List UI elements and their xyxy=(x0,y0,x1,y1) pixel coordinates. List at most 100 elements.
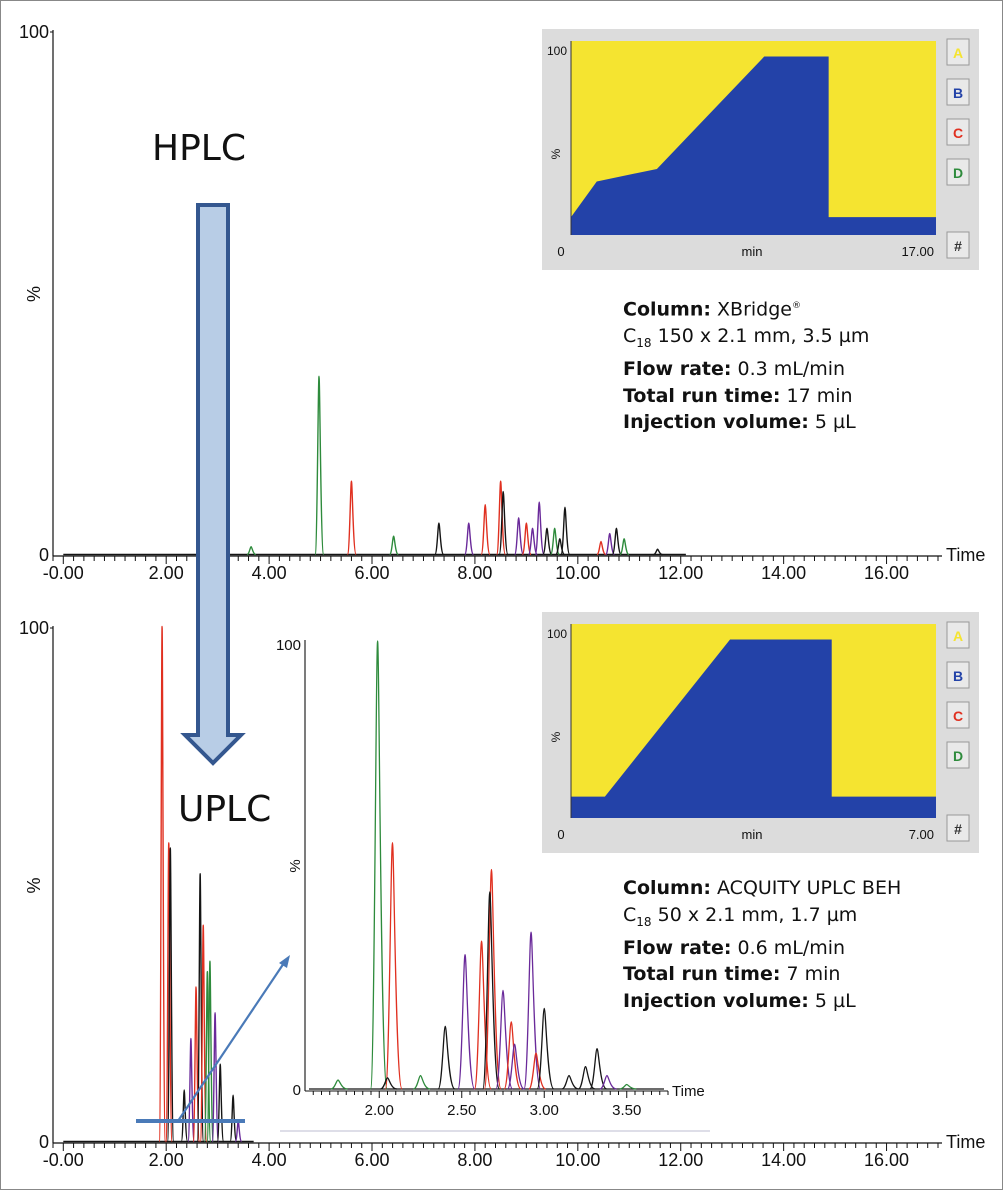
peak-red xyxy=(158,625,167,1143)
solvent-C-button-label: C xyxy=(953,708,963,724)
peak-black xyxy=(498,490,509,556)
uplc-run-time: Total run time: 7 min xyxy=(623,963,841,986)
peak-red xyxy=(346,480,357,556)
uplc-gradient-chart: 100% 0 min 7.00 A B C D # xyxy=(547,621,970,842)
x-tick-label: 3.00 xyxy=(530,1102,559,1119)
peak-purple xyxy=(599,1074,617,1090)
peak-purple xyxy=(514,517,525,556)
peak-black xyxy=(611,527,622,556)
solvent-D-button xyxy=(946,158,970,186)
solvent-#-button xyxy=(946,231,970,259)
peak-black xyxy=(180,1089,189,1143)
x-tick-label: 10.00 xyxy=(555,563,600,583)
peak-red xyxy=(483,868,502,1090)
x-tick-label: -0.00 xyxy=(43,1150,84,1170)
x-tick-label: 2.00 xyxy=(365,1102,394,1119)
peak-black xyxy=(229,1094,238,1143)
peak-green xyxy=(369,640,388,1090)
hplc-flow-rate: Flow rate: 0.3 mL/min xyxy=(623,358,846,381)
gradient-solvent-b-area xyxy=(571,639,936,818)
solvent-A-button-label: A xyxy=(953,628,963,644)
x-axis-label: Time xyxy=(672,1083,705,1100)
solvent-A-button xyxy=(946,621,970,649)
uplc-gradient-panel: 100% 0 min 7.00 A B C D # xyxy=(542,612,979,853)
peak-purple xyxy=(506,1043,525,1090)
x-tick-label: 14.00 xyxy=(761,1150,806,1170)
solvent-D-button xyxy=(946,741,970,769)
gradient-x-start-label: 0 xyxy=(557,827,564,842)
gradient-solvent-b-area xyxy=(571,56,936,235)
gradient-x-end-label: 7.00 xyxy=(909,827,934,842)
peak-purple xyxy=(527,527,538,556)
gradient-x-label: min xyxy=(742,244,763,259)
solvent-B-button xyxy=(946,661,970,689)
peak-black xyxy=(561,1074,579,1090)
y-tick-label: 100 xyxy=(19,618,49,638)
hplc-method-info: Column: XBridge® C18 150 x 2.1 mm, 3.5 µ… xyxy=(623,293,869,436)
peak-purple xyxy=(234,1120,243,1143)
peak-black xyxy=(166,847,175,1143)
hplc-chromatogram: 100 0% Time -0.00 2.00 4.00 6.00 8.00 10.00 12.00… xyxy=(19,22,985,583)
peak-black xyxy=(555,538,565,556)
peak-purple xyxy=(211,1012,220,1143)
peak-red xyxy=(384,841,403,1090)
peak-red xyxy=(528,1052,546,1090)
hplc-gradient-chart: 100% 0 min 17.00 A B C D # xyxy=(547,38,970,259)
uplc-column-line: Column: ACQUITY UPLC BEH xyxy=(623,877,902,899)
x-tick-label: 6.00 xyxy=(354,1150,389,1170)
x-tick-label: 8.00 xyxy=(457,1150,492,1170)
x-tick-label: 6.00 xyxy=(354,563,389,583)
x-tick-label: 16.00 xyxy=(864,1150,909,1170)
x-tick-label: 4.00 xyxy=(252,1150,287,1170)
uplc-label: UPLC xyxy=(178,789,272,830)
solvent-C-button-label: C xyxy=(953,125,963,141)
peak-black xyxy=(437,1025,456,1090)
peak-black xyxy=(434,522,445,556)
solvent-B-button xyxy=(946,78,970,106)
x-tick-label: 16.00 xyxy=(864,563,909,583)
x-axis-label: Time xyxy=(946,1132,985,1152)
x-tick-label: 4.00 xyxy=(252,563,287,583)
hplc-injection-volume: Injection volume: 5 µL xyxy=(623,411,856,434)
y-tick-label: 0 xyxy=(39,1132,49,1152)
uplc-column-spec: C18 50 x 2.1 mm, 1.7 µm xyxy=(623,903,858,929)
gradient-x-start-label: 0 xyxy=(557,244,564,259)
solvent-D-button-label: D xyxy=(953,748,963,764)
x-tick-label: 12.00 xyxy=(658,563,703,583)
peak-red xyxy=(503,1021,522,1090)
x-tick-label: 2.50 xyxy=(447,1102,476,1119)
x-tick-label: 3.50 xyxy=(612,1102,641,1119)
peak-purple xyxy=(187,1037,195,1143)
y-axis-label: % xyxy=(24,877,44,893)
hplc-column-line: Column: XBridge® xyxy=(623,298,801,321)
solvent-#-button-label: # xyxy=(954,238,962,254)
x-tick-label: 2.00 xyxy=(149,1150,184,1170)
peak-red xyxy=(165,842,173,1143)
hplc-column-spec: C18 150 x 2.1 mm, 3.5 µm xyxy=(623,324,870,350)
uplc-injection-volume: Injection volume: 5 µL xyxy=(623,989,856,1012)
solvent-C-button xyxy=(946,118,970,146)
solvent-C-button xyxy=(946,701,970,729)
peak-black xyxy=(380,1077,398,1090)
x-tick-label: -0.00 xyxy=(43,563,84,583)
hplc-run-time: Total run time: 17 min xyxy=(623,384,853,407)
peak-purple xyxy=(534,501,545,556)
peak-red xyxy=(495,480,507,556)
gradient-x-label: min xyxy=(742,827,763,842)
peak-purple xyxy=(605,532,616,556)
uplc-method-info: Column: ACQUITY UPLC BEH C18 50 x 2.1 mm… xyxy=(623,875,901,1014)
x-tick-label: 10.00 xyxy=(555,1150,600,1170)
gradient-y-top-label: 100 xyxy=(547,627,567,641)
solvent-B-button-label: B xyxy=(953,668,963,684)
x-axis-label: Time xyxy=(946,545,985,565)
hplc-gradient-panel: 100% 0 min 17.00 A B C D # xyxy=(542,29,979,270)
solvent-D-button-label: D xyxy=(953,165,963,181)
x-tick-label: 8.00 xyxy=(457,563,492,583)
peak-green xyxy=(413,1074,431,1090)
peak-black xyxy=(536,1007,555,1090)
y-axis-label: % xyxy=(24,286,44,302)
gradient-y-label: % xyxy=(549,148,563,159)
uplc-flow-rate: Flow rate: 0.6 mL/min xyxy=(623,936,846,959)
peak-green xyxy=(330,1079,348,1090)
gradient-y-label: % xyxy=(549,731,563,742)
